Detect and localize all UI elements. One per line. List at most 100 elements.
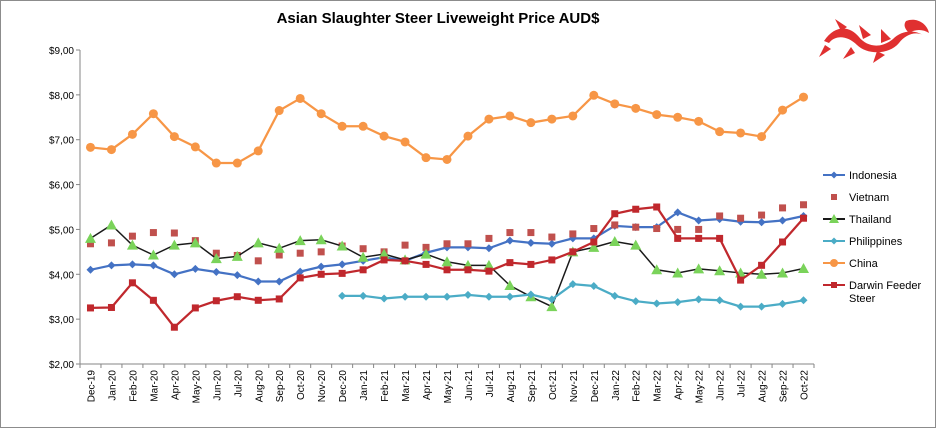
data-point: [191, 264, 200, 273]
data-point: [295, 93, 305, 103]
data-point: [610, 291, 619, 300]
data-point: [609, 236, 621, 247]
data-point: [107, 239, 115, 247]
data-point: [252, 237, 264, 248]
data-point: [378, 248, 390, 259]
data-point: [758, 261, 766, 269]
data-point: [779, 238, 787, 246]
legend-item: Darwin Feeder Steer: [823, 280, 921, 305]
dragon-spines: [835, 19, 891, 43]
data-point: [653, 225, 661, 233]
data-point: [107, 261, 116, 270]
series-thailand: [84, 219, 810, 312]
data-point: [317, 270, 325, 278]
data-point: [758, 211, 766, 219]
data-point: [631, 103, 641, 113]
y-tick-label: $6,00: [49, 181, 74, 192]
data-point: [778, 299, 787, 308]
x-tick-label: Jan-21: [359, 370, 370, 401]
data-point: [546, 301, 558, 312]
x-tick-label: Oct-20: [296, 370, 307, 400]
data-point: [737, 214, 745, 222]
data-point: [421, 153, 431, 163]
data-point: [149, 229, 157, 237]
data-point: [714, 265, 726, 276]
data-point: [610, 99, 620, 109]
data-point: [254, 277, 263, 286]
x-tick-label: Jan-20: [107, 370, 118, 401]
data-point: [232, 158, 242, 168]
data-point: [212, 268, 221, 277]
x-tick-label: Nov-20: [317, 370, 328, 403]
data-point: [443, 292, 451, 301]
legend: Indonesia Vietnam Thailand Philippines China…: [823, 170, 921, 305]
data-point: [799, 296, 808, 305]
data-point: [505, 292, 514, 301]
x-tick-label: Jul-21: [485, 370, 496, 398]
data-point: [86, 265, 95, 274]
data-point: [441, 256, 453, 267]
data-point: [548, 233, 556, 241]
legend-item: Philippines: [823, 236, 903, 248]
x-tick-label: Sep-20: [275, 370, 286, 403]
data-point: [484, 292, 493, 301]
dragon-claws: [819, 45, 885, 63]
data-point: [211, 158, 221, 168]
x-tick-label: Aug-20: [254, 370, 265, 403]
legend-marker: [831, 194, 837, 200]
data-point: [630, 239, 642, 250]
data-point: [485, 267, 493, 275]
x-tick-label: Jul-22: [737, 370, 748, 398]
data-point: [358, 121, 368, 131]
data-point: [463, 131, 473, 141]
data-point: [632, 223, 640, 231]
data-point: [568, 111, 578, 121]
data-point: [778, 105, 788, 115]
data-point: [484, 244, 493, 253]
data-point: [275, 277, 284, 286]
data-point: [359, 266, 367, 274]
data-point: [736, 302, 745, 311]
data-point: [107, 303, 115, 311]
data-point: [170, 323, 178, 331]
data-point: [170, 229, 178, 237]
x-tick-label: Apr-20: [170, 370, 181, 400]
data-point: [422, 292, 431, 301]
data-point: [588, 241, 600, 252]
data-point: [484, 114, 494, 124]
legend-item: Thailand: [823, 214, 891, 226]
data-point: [652, 299, 661, 308]
dragon-head: [904, 19, 929, 33]
data-point: [715, 127, 725, 137]
data-point: [777, 267, 789, 278]
data-point: [672, 267, 684, 278]
data-point: [673, 112, 683, 122]
data-point: [568, 280, 577, 289]
data-point: [716, 212, 724, 220]
x-tick-label: Oct-22: [800, 370, 811, 400]
data-point: [336, 240, 348, 251]
series-darwin-feeder-steer: [86, 203, 808, 331]
y-tick-label: $7,00: [49, 136, 74, 147]
data-point: [212, 297, 220, 305]
data-point: [149, 296, 157, 304]
series-line: [90, 93, 805, 165]
data-point: [296, 267, 305, 276]
data-point: [651, 264, 663, 275]
x-tick-label: Mar-22: [653, 370, 664, 402]
x-tick-label: May-22: [695, 370, 706, 404]
data-point: [337, 121, 347, 131]
data-point: [778, 216, 787, 225]
data-point: [611, 221, 619, 229]
legend-label: Darwin Feeder Steer: [849, 280, 921, 305]
data-point: [526, 290, 535, 299]
data-point: [526, 238, 535, 247]
x-tick-label: Aug-21: [506, 370, 517, 403]
data-point: [694, 216, 703, 225]
data-point: [296, 249, 304, 257]
data-point: [779, 204, 787, 212]
data-point: [632, 205, 640, 213]
legend-marker: [830, 237, 838, 245]
